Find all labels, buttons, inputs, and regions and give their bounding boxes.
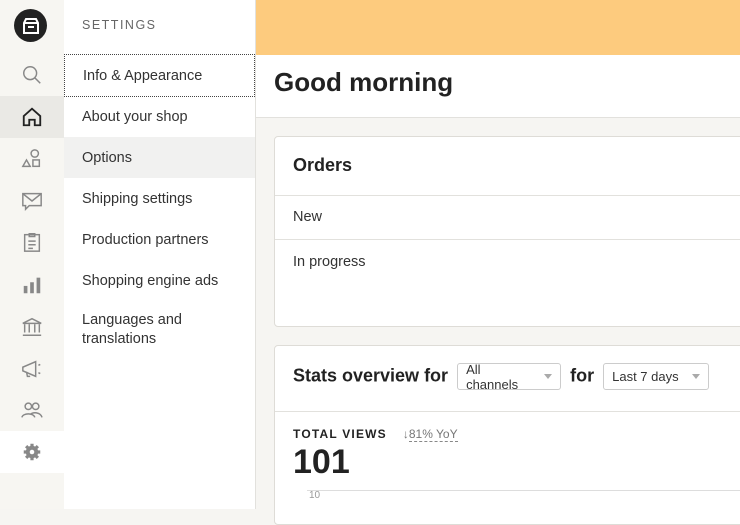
period-value: Last 7 days xyxy=(612,369,679,384)
stats-icon[interactable] xyxy=(0,264,64,306)
settings-gear-icon[interactable] xyxy=(0,431,64,473)
settings-item-languages[interactable]: Languages and translations xyxy=(64,311,255,349)
home-icon[interactable] xyxy=(0,96,64,138)
channel-value: All channels xyxy=(466,361,519,392)
settings-heading: SETTINGS xyxy=(82,18,157,32)
orders-card: Orders New In progress xyxy=(274,136,740,327)
orders-row-in-progress[interactable]: In progress xyxy=(275,239,740,327)
community-icon[interactable] xyxy=(0,389,64,431)
orders-icon[interactable] xyxy=(0,221,64,263)
icon-rail xyxy=(0,0,64,509)
settings-item-options[interactable]: Options xyxy=(64,137,255,178)
orders-title: Orders xyxy=(293,155,353,175)
store-logo-icon[interactable] xyxy=(14,9,47,42)
channel-dropdown[interactable]: All channels xyxy=(457,361,562,392)
banner xyxy=(256,0,740,55)
chart-axis-tick: 10 xyxy=(309,490,321,501)
finances-icon[interactable] xyxy=(0,306,64,348)
stats-title: Stats overview for xyxy=(293,365,449,386)
chart-gridline: 10 xyxy=(307,490,740,510)
settings-item-about-shop[interactable]: About your shop xyxy=(82,108,188,125)
listings-icon[interactable] xyxy=(0,138,64,180)
stats-card: Stats overview for All channels for Last… xyxy=(274,345,740,525)
yoy-value: 81% YoY xyxy=(408,427,458,442)
settings-panel: SETTINGS Info & Appearance About your sh… xyxy=(64,0,256,509)
arrow-down-icon: ↓ xyxy=(402,427,409,441)
settings-item-shipping[interactable]: Shipping settings xyxy=(82,190,193,207)
settings-item-shopping-engine-ads[interactable]: Shopping engine ads xyxy=(82,272,219,289)
for-label: for xyxy=(570,365,595,386)
search-icon[interactable] xyxy=(0,54,64,96)
messages-icon[interactable] xyxy=(0,180,64,222)
settings-item-info-appearance[interactable]: Info & Appearance xyxy=(64,54,255,97)
stats-header: Stats overview for All channels for Last… xyxy=(275,346,740,411)
period-dropdown[interactable]: Last 7 days xyxy=(603,363,710,390)
greeting: Good morning xyxy=(256,55,740,118)
marketing-icon[interactable] xyxy=(0,348,64,390)
chevron-down-icon xyxy=(692,374,701,379)
settings-item-production-partners[interactable]: Production partners xyxy=(82,231,209,248)
languages-label: Languages and translations xyxy=(82,312,182,347)
yoy-change[interactable]: ↓81% YoY xyxy=(402,427,458,442)
chevron-down-icon xyxy=(544,374,553,379)
main-content: Good morning Orders New In progress Stat… xyxy=(256,0,740,525)
orders-row-new[interactable]: New xyxy=(275,195,740,239)
total-views-label: TOTAL VIEWS xyxy=(293,427,387,441)
total-views-value: 101 xyxy=(293,443,350,481)
